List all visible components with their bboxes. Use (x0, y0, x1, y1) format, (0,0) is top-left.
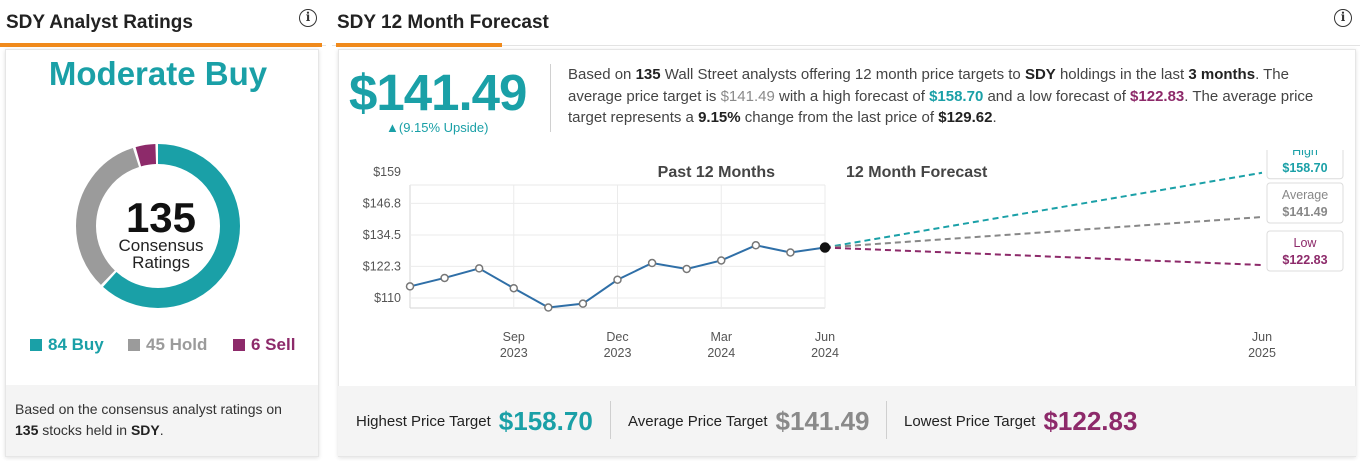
header-divider (550, 64, 551, 132)
x-tick-month: Sep (503, 330, 525, 344)
ratings-info-icon[interactable]: i (299, 9, 317, 27)
forecast-low-line (824, 246, 1263, 267)
hold-swatch (128, 339, 140, 351)
price-point (474, 264, 484, 273)
consensus-label-line1: Consensus (118, 236, 204, 255)
target-divider (886, 401, 887, 439)
x-tick-year: 2024 (707, 346, 735, 360)
x-tick-year: 2024 (811, 346, 839, 360)
legend-hold: 45 Hold (128, 335, 207, 355)
lowest-target: Lowest Price Target $122.83 (904, 386, 1137, 456)
buy-swatch (30, 339, 42, 351)
price-point (682, 264, 691, 274)
x-tick-year: 2023 (500, 346, 528, 360)
ratings-footer: Based on the consensus analyst ratings o… (6, 385, 318, 456)
consensus-ratings-label: Consensus Ratings (76, 237, 246, 271)
forecast-high-line (824, 171, 1263, 249)
price-point (509, 283, 518, 293)
price-point (578, 299, 588, 308)
average-target-label: Average Price Target (628, 412, 768, 430)
y-tick-label: $122.3 (363, 259, 401, 273)
price-point (717, 256, 726, 265)
legend-sell: 6 Sell (233, 335, 295, 355)
forecast-label-value: $141.49 (1282, 205, 1327, 219)
forecast-label-box (1266, 150, 1344, 180)
upside-percent: ▲(9.15% Upside) (386, 120, 489, 135)
current-price-point (819, 242, 831, 253)
buy-label: 84 Buy (48, 335, 104, 354)
forecast-info-icon[interactable]: i (1334, 9, 1352, 27)
total-ratings-count: 135 (125, 194, 197, 241)
forecast-label-name: High (1292, 150, 1318, 158)
chart-title-past: Past 12 Months (658, 164, 775, 181)
price-forecast-chart: Past 12 Months 12 Month Forecast $159 $146.… (363, 150, 1344, 360)
x-tick-month: Jun (815, 330, 835, 344)
forecast-title-accent (336, 43, 502, 47)
ratings-title: SDY Analyst Ratings (6, 12, 193, 33)
forecast-label-name: Average (1282, 188, 1328, 202)
price-point (613, 275, 622, 284)
forecast-title: SDY 12 Month Forecast (337, 12, 549, 33)
x-tick-year: 2023 (604, 346, 632, 360)
ratings-title-accent (0, 43, 322, 47)
y-tick-label: $146.8 (363, 196, 401, 210)
x-tick-month: Jun (1252, 330, 1272, 344)
highest-target-label: Highest Price Target (356, 412, 491, 430)
y-tick-label: $159 (373, 165, 401, 179)
ratings-header: SDY Analyst Ratings i (0, 0, 326, 47)
forecast-label-box (1266, 182, 1344, 224)
forecast-label-box (1266, 230, 1344, 272)
highest-target-value: $158.70 (498, 405, 593, 436)
forecast-low-label: Low $122.83 (1266, 230, 1344, 272)
average-price-target: $141.49 (349, 64, 527, 121)
x-tick-year: 2025 (1248, 346, 1276, 360)
forecast-average-line (824, 216, 1263, 249)
forecast-high-label: High $158.70 (1266, 150, 1344, 180)
sell-swatch (233, 339, 245, 351)
hold-label: 45 Hold (146, 335, 208, 354)
price-point (440, 273, 449, 283)
x-tick-month: Dec (606, 330, 628, 344)
forecast-header: SDY 12 Month Forecast i (332, 0, 1360, 47)
forecast-label-value: $158.70 (1282, 161, 1327, 175)
forecast-label-name: Low (1294, 236, 1318, 250)
highest-target: Highest Price Target $158.70 (356, 386, 593, 456)
legend-buy: 84 Buy (30, 335, 104, 355)
price-point (751, 241, 761, 250)
y-tick-label: $134.5 (363, 228, 401, 242)
consensus-rating: Moderate Buy (48, 55, 268, 92)
lowest-target-label: Lowest Price Target (904, 412, 1036, 430)
price-point (786, 248, 795, 257)
price-point (405, 282, 415, 291)
ratings-footer-text: Based on the consensus analyst ratings o… (15, 401, 282, 438)
x-tick-month: Mar (710, 330, 732, 344)
target-divider (610, 401, 611, 439)
average-target-value: $141.49 (775, 405, 870, 436)
price-targets-bar: Highest Price Target $158.70 Average Pri… (338, 386, 1356, 456)
forecast-average-label: Average $141.49 (1266, 182, 1344, 224)
forecast-label-value: $122.83 (1282, 253, 1327, 267)
forecast-description: Based on 135 Wall Street analysts offeri… (568, 66, 1314, 126)
lowest-target-value: $122.83 (1043, 405, 1138, 436)
y-tick-label: $110 (374, 291, 401, 305)
donut-buy-segment (76, 144, 240, 308)
consensus-label-line2: Ratings (132, 253, 190, 272)
donut-hold-segment (76, 144, 240, 308)
sell-label: 6 Sell (251, 335, 296, 354)
price-point (544, 303, 553, 312)
ratings-donut-chart (76, 144, 240, 308)
chart-title-forecast: 12 Month Forecast (846, 164, 988, 181)
average-target: Average Price Target $141.49 (628, 386, 870, 456)
price-point (647, 258, 657, 268)
